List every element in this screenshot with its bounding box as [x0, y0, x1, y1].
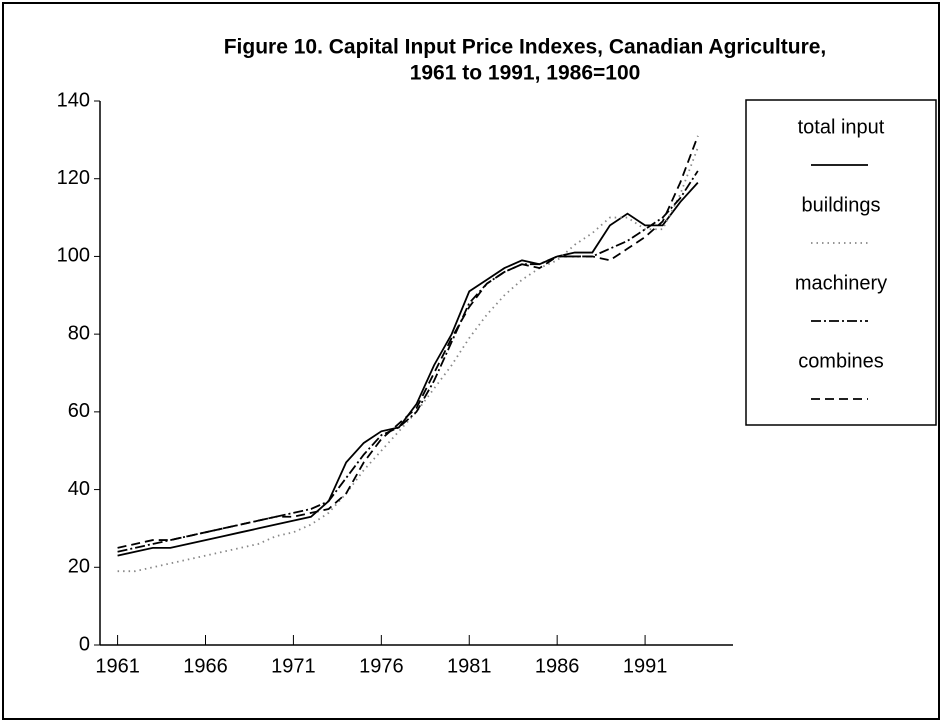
y-tick-label: 40: [68, 478, 90, 500]
y-tick-label: 120: [57, 167, 90, 189]
y-tick-label: 20: [68, 556, 90, 578]
series-line: [117, 181, 699, 557]
chart-title: 1961 to 1991, 1986=100: [410, 62, 641, 85]
y-tick-label: 60: [68, 400, 90, 422]
legend-label: total input: [798, 116, 885, 138]
y-tick-label: 0: [79, 633, 90, 655]
series-line: [117, 170, 699, 553]
legend-label: combines: [798, 350, 884, 372]
x-tick-label: 1966: [183, 655, 228, 677]
series-line: [117, 135, 699, 549]
legend-label: machinery: [795, 272, 887, 294]
series-line: [117, 147, 699, 573]
y-tick-label: 100: [57, 245, 90, 267]
x-tick-label: 1971: [271, 655, 316, 677]
x-tick-label: 1976: [359, 655, 404, 677]
chart-title: Figure 10. Capital Input Price Indexes, …: [224, 36, 827, 59]
x-tick-label: 1986: [535, 655, 580, 677]
legend-label: buildings: [802, 194, 881, 216]
x-tick-label: 1961: [95, 655, 140, 677]
y-tick-label: 140: [57, 89, 90, 111]
y-tick-label: 80: [68, 322, 90, 344]
x-tick-label: 1981: [447, 655, 492, 677]
x-tick-label: 1991: [623, 655, 668, 677]
legend-box: [745, 99, 937, 426]
